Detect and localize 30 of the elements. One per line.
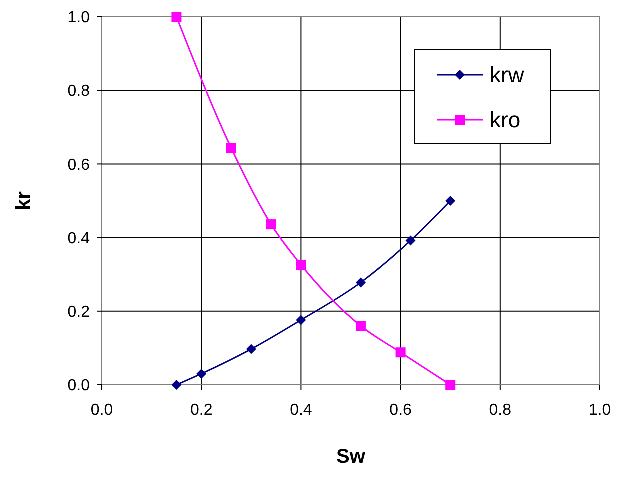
point <box>396 348 406 358</box>
point <box>356 321 366 332</box>
x-tick-label: 0.6 <box>390 402 412 419</box>
y-tick-label: 0.8 <box>68 83 90 100</box>
y-tick-label: 0.0 <box>68 378 90 395</box>
point <box>446 380 456 390</box>
point <box>266 220 276 230</box>
point <box>246 344 256 354</box>
y-tick-label: 1.0 <box>68 10 90 27</box>
y-tick-label: 0.6 <box>68 156 90 174</box>
point <box>226 143 236 154</box>
point <box>446 196 456 206</box>
point <box>406 236 416 246</box>
point <box>356 278 366 288</box>
point <box>172 12 182 22</box>
x-tick-label: 0.2 <box>190 402 213 419</box>
x-tick-label: 0.0 <box>90 402 114 419</box>
x-tick-label: 0.8 <box>489 402 512 419</box>
x-tick-label: 0.4 <box>290 402 312 419</box>
x-axis-title: Sw <box>336 446 366 468</box>
point <box>172 380 182 390</box>
legend-label: kro <box>490 108 521 133</box>
x-tick-label: 1.0 <box>588 402 612 419</box>
y-tick-label: 0.4 <box>68 230 90 248</box>
point <box>196 368 207 379</box>
y-tick-label: 0.2 <box>68 304 90 321</box>
legend-label: krw <box>490 62 524 88</box>
y-axis-title: kr <box>13 191 35 210</box>
point <box>296 315 306 326</box>
point <box>296 260 306 270</box>
